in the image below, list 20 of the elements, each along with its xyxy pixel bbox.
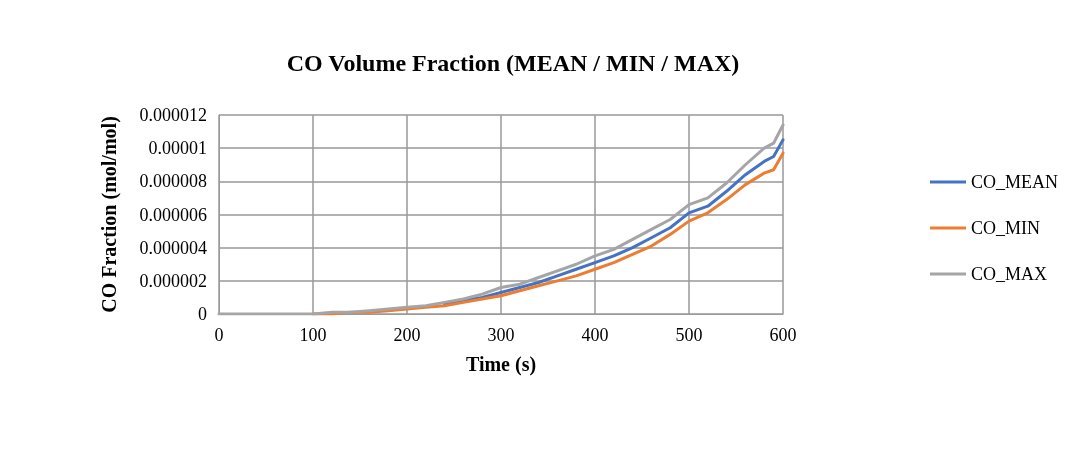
x-tick-label: 200 bbox=[393, 325, 421, 345]
y-tick-label: 0.000008 bbox=[139, 171, 207, 192]
x-axis-title: Time (s) bbox=[465, 353, 537, 376]
y-tick-label: 0 bbox=[198, 304, 207, 324]
x-tick-label: 100 bbox=[299, 325, 327, 345]
legend-label: CO_MIN bbox=[971, 218, 1041, 238]
legend-label: CO_MAX bbox=[971, 264, 1048, 284]
x-tick-label: 0 bbox=[214, 325, 224, 345]
x-tick-label: 500 bbox=[675, 325, 703, 345]
y-tick-label: 0.000004 bbox=[139, 237, 207, 258]
x-tick-label: 600 bbox=[769, 325, 797, 345]
y-tick-label: 0.000002 bbox=[139, 270, 207, 291]
x-tick-label: 400 bbox=[581, 325, 609, 345]
chart-title: CO Volume Fraction (MEAN / MIN / MAX) bbox=[286, 50, 740, 76]
y-tick-label: 0.00001 bbox=[148, 138, 207, 159]
x-tick-label: 300 bbox=[487, 325, 515, 345]
y-axis-title: CO Fraction (mol/mol) bbox=[98, 116, 121, 313]
legend-label: CO_MEAN bbox=[971, 172, 1059, 192]
y-tick-label: 0.000006 bbox=[139, 204, 207, 225]
y-tick-label: 0.000012 bbox=[139, 105, 207, 125]
